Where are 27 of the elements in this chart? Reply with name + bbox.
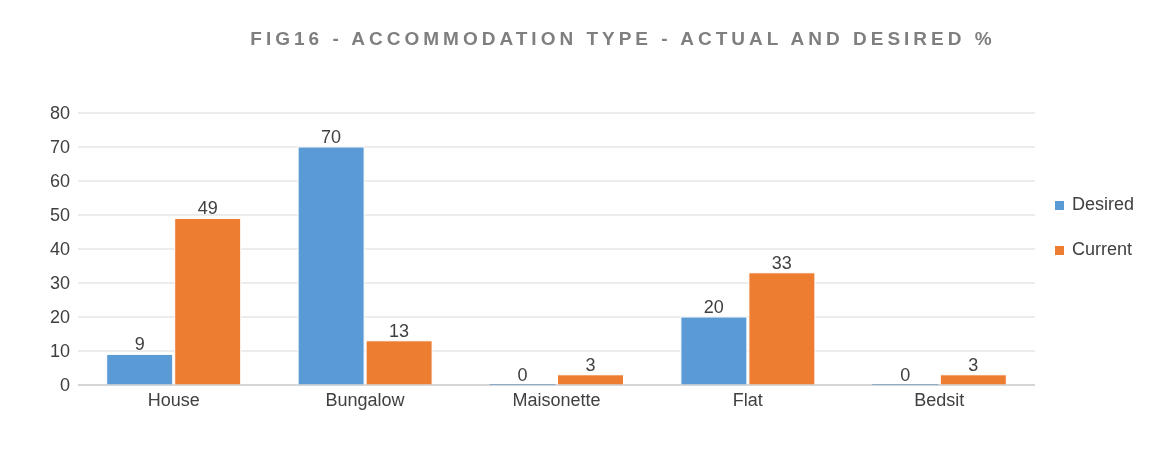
- x-tick-label: Bungalow: [325, 389, 406, 410]
- data-label: 13: [389, 320, 410, 341]
- data-label: 9: [134, 334, 145, 355]
- legend-label: Desired: [1070, 192, 1134, 216]
- data-label: 33: [771, 252, 792, 273]
- y-tick-label: 60: [49, 171, 70, 192]
- y-tick-label: 80: [49, 103, 70, 124]
- y-tick-label: 10: [49, 341, 70, 362]
- data-label: 0: [900, 365, 911, 385]
- y-tick-label: 40: [49, 239, 70, 260]
- data-label: 20: [703, 297, 724, 317]
- chart-title: FIG16 - ACCOMMODATION TYPE - ACTUAL AND DESIRED %: [249, 28, 997, 50]
- y-tick-label: 30: [49, 273, 70, 294]
- data-label: 0: [517, 365, 528, 385]
- y-tick-label: 0: [59, 375, 70, 396]
- x-tick-label: Flat: [732, 389, 763, 410]
- y-tick-label: 70: [49, 137, 70, 158]
- data-label: 49: [197, 198, 218, 219]
- y-tick-label: 50: [49, 205, 70, 226]
- y-tick-label: 20: [49, 307, 70, 328]
- x-tick-label: House: [147, 389, 200, 410]
- data-label: 3: [968, 354, 979, 375]
- data-label: 3: [585, 354, 596, 375]
- x-tick-label: Maisonette: [512, 389, 601, 410]
- x-tick-label: Bedsit: [914, 389, 965, 410]
- legend-label: Current: [1070, 237, 1133, 261]
- data-label: 70: [321, 127, 342, 147]
